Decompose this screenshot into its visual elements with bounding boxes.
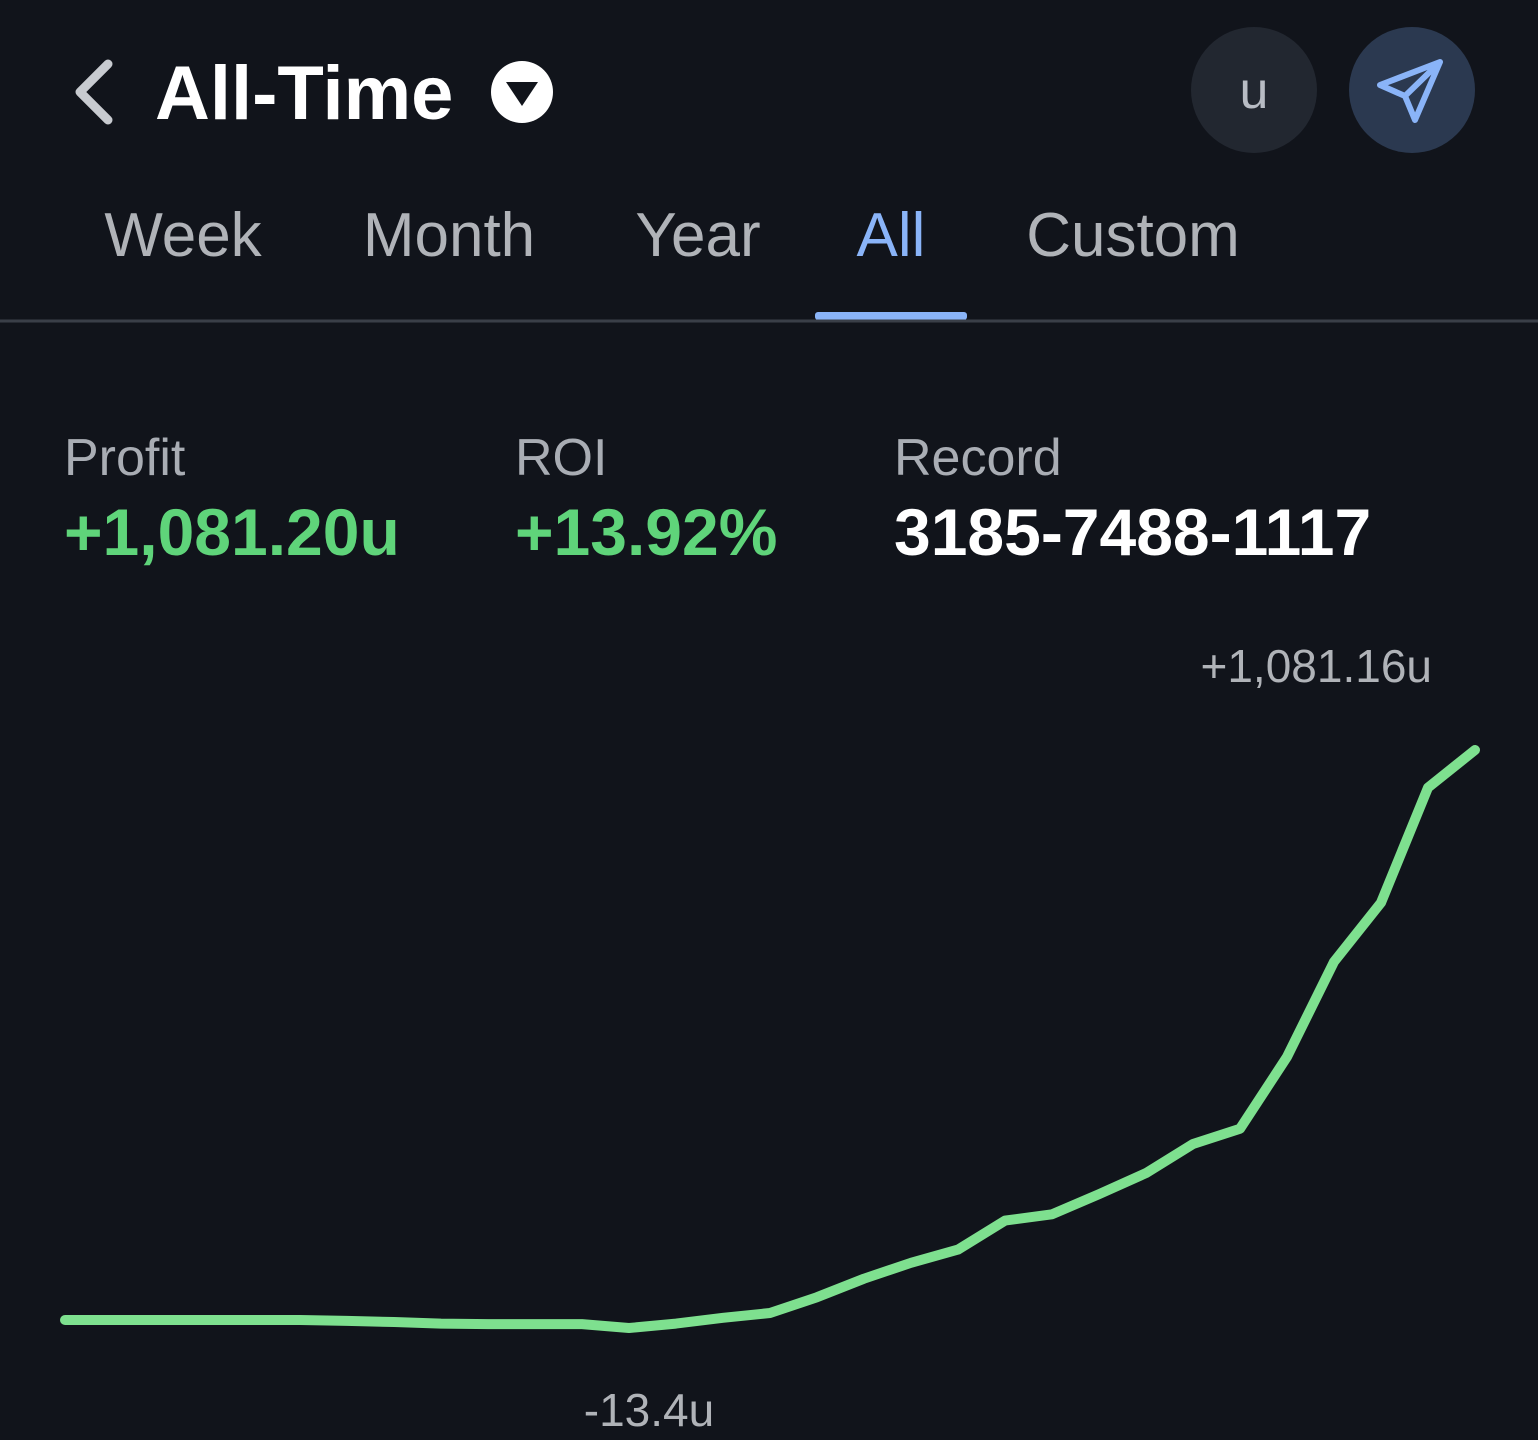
stat-value: 3185-7488-1117 [894,495,1371,569]
tab[interactable]: Custom [1026,201,1240,270]
unit-button[interactable]: u [1191,27,1317,153]
stat-value: +13.92% [515,495,777,569]
tab-bar: Week Month Year All Custom [104,201,1240,320]
profit-line [60,745,1480,1333]
stat-label: Record [894,429,1062,487]
stat-value: +1,081.20u [64,495,400,569]
share-button[interactable] [1349,27,1475,153]
stat-label: ROI [515,429,607,487]
extreme-label: +1,081.16u [1200,640,1432,692]
tab[interactable]: Month [363,201,535,270]
stat-label: Profit [64,429,186,487]
profit-chart: +1,081.16u -13.4u [60,640,1480,1436]
page-title: All-Time [155,51,453,136]
tab-underline [815,312,967,320]
back-button[interactable] [75,59,113,125]
tab[interactable]: All [857,201,926,270]
extreme-label: -13.4u [584,1384,714,1436]
unit-label: u [1240,62,1269,120]
tab[interactable]: Week [104,201,262,270]
tab[interactable]: Year [635,201,760,270]
dropdown-icon[interactable] [491,61,553,123]
stats-row: Profit +1,081.20u ROI +13.92% Record 3185-748… [64,429,1371,569]
